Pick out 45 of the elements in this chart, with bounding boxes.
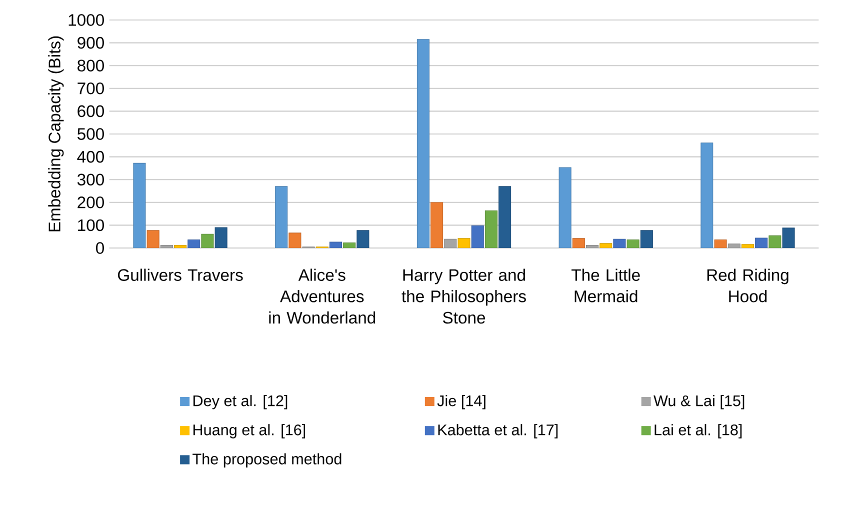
- bar: [343, 242, 356, 248]
- x-tick-label: Gullivers Travers: [118, 268, 243, 281]
- bar: [782, 228, 795, 248]
- y-tick-label: 1000: [68, 14, 104, 26]
- y-tick-label: 0: [96, 242, 104, 254]
- bar: [416, 39, 430, 248]
- legend-label: Wu & Lai [15]: [654, 394, 744, 410]
- y-tick-label: 100: [78, 219, 104, 232]
- y-tick-label: 500: [77, 128, 104, 140]
- bar: [214, 227, 228, 248]
- y-tick-label: 600: [78, 105, 104, 118]
- y-tick-label: 700: [78, 82, 104, 94]
- y-tick-label: 900: [78, 36, 104, 49]
- bar: [558, 167, 572, 248]
- bar: [700, 142, 714, 248]
- bar: [768, 235, 782, 248]
- bar: [356, 230, 370, 248]
- bar: [471, 225, 484, 248]
- bar: [626, 240, 640, 248]
- x-tick-label: Harry Potter and the Philosophers Stone: [402, 268, 526, 324]
- y-tick-label: 800: [78, 60, 104, 72]
- legend-label: Kabetta et al. [17]: [438, 424, 558, 438]
- x-tick-label: The Little Mermaid: [572, 268, 640, 302]
- bar: [498, 186, 512, 248]
- y-tick-label: 400: [77, 150, 104, 163]
- bar: [275, 186, 288, 248]
- bar: [755, 238, 768, 248]
- bar: [430, 202, 444, 248]
- legend-label: Dey et al. [12]: [193, 394, 288, 410]
- legend-label: Jie [14]: [437, 394, 486, 410]
- bar: [188, 240, 200, 248]
- legend-label: The proposed method: [192, 453, 342, 468]
- legend-label: Lai et al. [18]: [654, 424, 742, 438]
- bar: [201, 234, 214, 248]
- bar: [133, 162, 146, 248]
- bar: [613, 238, 626, 248]
- legend-label: Huang et al. [16]: [193, 424, 306, 438]
- x-tick-label: Alice's Adventures in Wonderland: [269, 268, 376, 324]
- bar: [640, 230, 653, 248]
- y-axis-title: Embedding Capacity (Bits): [48, 36, 64, 232]
- y-tick-label: 200: [78, 196, 104, 208]
- bar: [329, 242, 342, 248]
- bar: [484, 210, 498, 248]
- x-tick-label: Red Riding Hood: [707, 268, 788, 302]
- y-tick-label: 300: [77, 174, 104, 186]
